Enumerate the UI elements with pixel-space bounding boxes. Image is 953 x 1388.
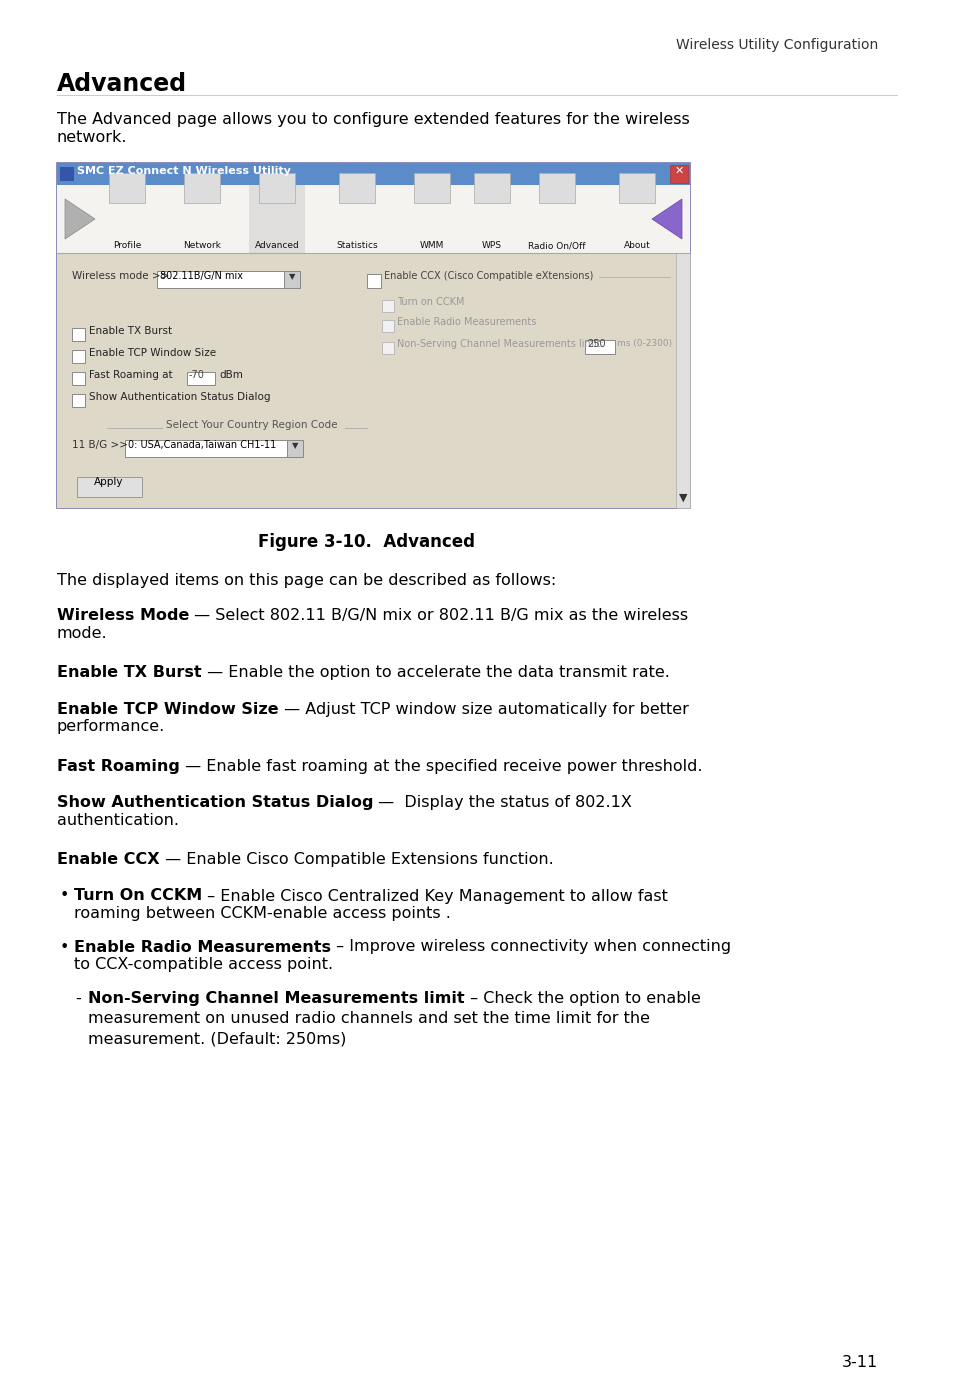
Text: Radio On/Off: Radio On/Off (528, 242, 585, 250)
Text: Enable TCP Window Size: Enable TCP Window Size (57, 701, 278, 716)
FancyBboxPatch shape (669, 165, 687, 183)
Text: dBm: dBm (219, 371, 243, 380)
Text: — Adjust TCP window size automatically for better: — Adjust TCP window size automatically f… (278, 701, 688, 716)
FancyBboxPatch shape (57, 162, 689, 185)
Text: Show Authentication Status Dialog: Show Authentication Status Dialog (57, 795, 374, 811)
FancyBboxPatch shape (381, 321, 394, 332)
Text: Enable TX Burst: Enable TX Burst (57, 665, 201, 680)
Text: Select Your Country Region Code: Select Your Country Region Code (166, 421, 337, 430)
Text: performance.: performance. (57, 719, 165, 734)
Text: Network: Network (183, 242, 221, 250)
FancyBboxPatch shape (414, 174, 450, 203)
Text: Wireless mode >>: Wireless mode >> (71, 271, 170, 280)
Text: 11 B/G >>: 11 B/G >> (71, 440, 128, 450)
Text: Enable CCX (Cisco Compatible eXtensions): Enable CCX (Cisco Compatible eXtensions) (384, 271, 593, 280)
Text: 802.11B/G/N mix: 802.11B/G/N mix (160, 271, 243, 280)
Text: network.: network. (57, 130, 128, 144)
FancyBboxPatch shape (57, 185, 689, 253)
Text: authentication.: authentication. (57, 813, 179, 827)
FancyBboxPatch shape (71, 372, 85, 384)
Text: The Advanced page allows you to configure extended features for the wireless: The Advanced page allows you to configur… (57, 112, 689, 126)
FancyBboxPatch shape (367, 273, 380, 287)
Text: -: - (75, 991, 81, 1005)
Text: Figure 3-10.  Advanced: Figure 3-10. Advanced (257, 533, 475, 551)
Text: —  Display the status of 802.1X: — Display the status of 802.1X (374, 795, 632, 811)
Text: Profile: Profile (112, 242, 141, 250)
FancyBboxPatch shape (71, 394, 85, 407)
Text: – Enable Cisco Centralized Key Management to allow fast: – Enable Cisco Centralized Key Managemen… (202, 888, 667, 904)
Text: Show Authentication Status Dialog: Show Authentication Status Dialog (89, 391, 271, 403)
Text: •: • (60, 940, 70, 955)
FancyBboxPatch shape (184, 174, 220, 203)
Text: Enable TCP Window Size: Enable TCP Window Size (89, 348, 216, 358)
Text: Wireless Mode: Wireless Mode (57, 608, 190, 623)
FancyBboxPatch shape (618, 174, 655, 203)
Text: •: • (60, 888, 70, 904)
Text: Turn on CCKM: Turn on CCKM (396, 297, 464, 307)
Text: WPS: WPS (481, 242, 501, 250)
Text: Enable Radio Measurements: Enable Radio Measurements (396, 316, 536, 328)
Text: SMC EZ Connect N Wireless Utility: SMC EZ Connect N Wireless Utility (77, 167, 291, 176)
Text: Non-Serving Channel Measurements limit: Non-Serving Channel Measurements limit (88, 991, 464, 1005)
Text: ✕: ✕ (674, 167, 683, 176)
Text: roaming between CCKM-enable access points .: roaming between CCKM-enable access point… (74, 906, 451, 922)
Text: Turn On CCKM: Turn On CCKM (74, 888, 202, 904)
Text: ▼: ▼ (292, 441, 298, 450)
FancyBboxPatch shape (125, 440, 290, 457)
FancyBboxPatch shape (71, 328, 85, 341)
Text: — Enable fast roaming at the specified receive power threshold.: — Enable fast roaming at the specified r… (180, 758, 701, 773)
Text: About: About (623, 242, 650, 250)
Text: Fast Roaming at: Fast Roaming at (89, 371, 172, 380)
Polygon shape (65, 198, 95, 239)
FancyBboxPatch shape (287, 440, 303, 457)
Text: Non-Serving Channel Measurements limit:: Non-Serving Channel Measurements limit: (396, 339, 603, 348)
FancyBboxPatch shape (676, 253, 689, 508)
Text: 250: 250 (586, 339, 605, 348)
FancyBboxPatch shape (157, 271, 287, 287)
Text: 0: USA,Canada,Taiwan CH1-11: 0: USA,Canada,Taiwan CH1-11 (128, 440, 276, 450)
FancyBboxPatch shape (538, 174, 575, 203)
FancyBboxPatch shape (57, 162, 689, 508)
Text: – Improve wireless connectivity when connecting: – Improve wireless connectivity when con… (331, 940, 730, 955)
Text: mode.: mode. (57, 626, 108, 641)
FancyBboxPatch shape (57, 253, 689, 508)
Text: – Check the option to enable: – Check the option to enable (464, 991, 700, 1005)
Text: ▼: ▼ (678, 493, 686, 502)
Text: -70: -70 (189, 371, 205, 380)
FancyBboxPatch shape (258, 174, 294, 203)
Text: Apply: Apply (94, 477, 124, 487)
Text: ms (0-2300): ms (0-2300) (617, 339, 672, 348)
FancyBboxPatch shape (187, 372, 214, 384)
Text: Enable TX Burst: Enable TX Burst (89, 326, 172, 336)
FancyBboxPatch shape (109, 174, 145, 203)
Text: — Enable the option to accelerate the data transmit rate.: — Enable the option to accelerate the da… (201, 665, 669, 680)
FancyBboxPatch shape (381, 341, 394, 354)
FancyBboxPatch shape (338, 174, 375, 203)
Text: Fast Roaming: Fast Roaming (57, 758, 180, 773)
Text: — Enable Cisco Compatible Extensions function.: — Enable Cisco Compatible Extensions fun… (159, 852, 553, 868)
FancyBboxPatch shape (60, 167, 74, 180)
FancyBboxPatch shape (77, 477, 142, 497)
FancyBboxPatch shape (284, 271, 299, 287)
Text: WMM: WMM (419, 242, 444, 250)
Text: to CCX-compatible access point.: to CCX-compatible access point. (74, 958, 333, 973)
Text: measurement on unused radio channels and set the time limit for the: measurement on unused radio channels and… (88, 1010, 649, 1026)
Text: Enable Radio Measurements: Enable Radio Measurements (74, 940, 331, 955)
Text: The displayed items on this page can be described as follows:: The displayed items on this page can be … (57, 573, 556, 589)
FancyBboxPatch shape (584, 340, 615, 354)
Text: Enable CCX: Enable CCX (57, 852, 159, 868)
Text: Advanced: Advanced (57, 72, 187, 96)
FancyBboxPatch shape (474, 174, 510, 203)
Text: measurement. (Default: 250ms): measurement. (Default: 250ms) (88, 1031, 346, 1047)
Text: ▼: ▼ (289, 272, 294, 280)
FancyBboxPatch shape (381, 300, 394, 312)
Polygon shape (651, 198, 681, 239)
Text: — Select 802.11 B/G/N mix or 802.11 B/G mix as the wireless: — Select 802.11 B/G/N mix or 802.11 B/G … (190, 608, 688, 623)
Text: 3-11: 3-11 (841, 1355, 877, 1370)
FancyBboxPatch shape (71, 350, 85, 364)
Text: Wireless Utility Configuration: Wireless Utility Configuration (675, 37, 877, 51)
Text: Statistics: Statistics (335, 242, 377, 250)
Text: Advanced: Advanced (254, 242, 299, 250)
FancyBboxPatch shape (249, 185, 305, 253)
